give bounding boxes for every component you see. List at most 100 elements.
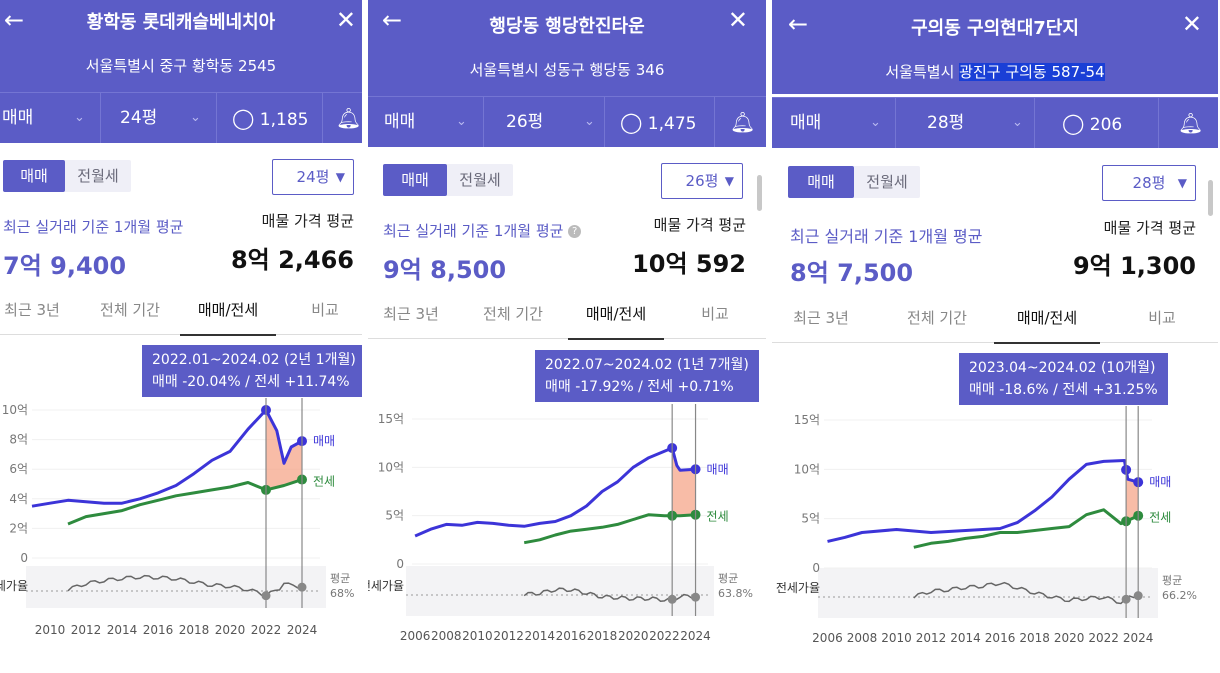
comment-icon: ◯	[232, 106, 255, 130]
trade-type-select[interactable]: 매매 ⌄	[790, 98, 890, 148]
divider	[100, 93, 101, 143]
ratio-avg-value: 66.2%	[1162, 589, 1197, 602]
chevron-down-icon: ⌄	[870, 115, 881, 130]
trade-type-select[interactable]: 매매 ⌄	[2, 93, 97, 143]
divider	[1158, 98, 1159, 148]
jeonse-series-label: 전세	[313, 475, 335, 489]
area-dropdown[interactable]: 28평 ▼	[1102, 165, 1196, 201]
y-tick-label: 10억	[2, 403, 28, 417]
recent-label: 최근 실거래 기준 1개월 평균 ?	[383, 220, 582, 241]
tab-sale-rent[interactable]: 매매/전세	[568, 298, 664, 340]
scrollbar[interactable]	[1208, 180, 1213, 216]
tab-recent-3y[interactable]: 최근 3년	[383, 305, 439, 323]
jeonse-ratio-line	[523, 587, 696, 602]
trade-segment: 매매 전월세	[788, 166, 920, 198]
close-icon[interactable]: ✕	[335, 6, 356, 34]
area-select[interactable]: 28평 ⌄	[927, 98, 1027, 148]
area-select[interactable]: 26평 ⌄	[506, 97, 601, 147]
tab-compare[interactable]: 비교	[1148, 309, 1176, 327]
area-select[interactable]: 24평 ⌄	[120, 93, 215, 143]
comment-count: 1,185	[259, 110, 309, 130]
divider	[322, 93, 323, 143]
x-tick-label: 2012	[493, 629, 524, 643]
jeonse-price-line	[913, 508, 1139, 549]
x-tick-label: 2010	[462, 629, 493, 643]
area-dropdown-label: 28평	[1132, 174, 1166, 192]
tab-compare[interactable]: 비교	[311, 301, 339, 319]
ratio-band-bg	[406, 566, 714, 616]
address: 서울특별시 중구 황학동 2545	[0, 55, 362, 76]
ratio-point	[297, 582, 307, 592]
segment-rent[interactable]: 전월세	[459, 171, 501, 189]
segment-rent[interactable]: 전월세	[77, 167, 119, 185]
area-dropdown[interactable]: 26평 ▼	[661, 163, 743, 199]
ratio-point	[667, 594, 677, 604]
ratio-label: 전세가율	[368, 579, 404, 593]
segment-sale[interactable]: 매매	[383, 164, 447, 196]
jeonse-series-label: 전세	[707, 510, 729, 524]
ratio-label: 전세가율	[776, 581, 820, 595]
x-tick-label: 2022	[1088, 631, 1119, 645]
tab-compare[interactable]: 비교	[701, 305, 729, 323]
period-tooltip: 2022.01~2024.02 (2년 1개월) 매매 -20.04% / 전세…	[142, 345, 362, 397]
bell-icon[interactable]: 🔔︎	[730, 110, 756, 134]
tab-all-period[interactable]: 전체 기간	[483, 305, 543, 323]
tab-sale-rent[interactable]: 매매/전세	[994, 302, 1100, 344]
x-tick-label: 2018	[1019, 631, 1050, 645]
comments-button[interactable]: ◯ 206	[1062, 98, 1152, 148]
tab-sale-rent[interactable]: 매매/전세	[180, 294, 276, 336]
area-dropdown[interactable]: 24평 ▼	[272, 159, 354, 195]
ratio-point	[691, 592, 701, 602]
comment-icon: ◯	[620, 110, 643, 134]
x-tick-label: 2016	[556, 629, 587, 643]
sale-price-line	[414, 446, 696, 538]
sale-price-line	[31, 408, 303, 508]
apartment-title: 황학동 롯데캐슬베네치아	[86, 12, 276, 33]
segment-sale[interactable]: 매매	[788, 166, 854, 198]
segment-rent[interactable]: 전월세	[866, 173, 908, 191]
back-arrow-icon[interactable]: ←	[4, 6, 25, 34]
close-icon[interactable]: ✕	[727, 6, 748, 34]
chart-tabs: 최근 3년 전체 기간 매매/전세 비교	[772, 302, 1218, 344]
bell-icon[interactable]: 🔔︎	[1178, 111, 1204, 135]
chevron-down-icon: ⌄	[74, 110, 85, 125]
comments-button[interactable]: ◯ 1,475	[620, 97, 710, 147]
back-arrow-icon[interactable]: ←	[788, 10, 809, 38]
comment-count: 206	[1089, 115, 1123, 135]
x-tick-label: 2018	[179, 623, 210, 637]
tooltip-change: 매매 -20.04% / 전세 +11.74%	[152, 374, 350, 390]
area-dropdown-label: 24평	[296, 168, 330, 186]
chevron-down-icon: ⌄	[1012, 115, 1023, 130]
panel-header: ← 구의동 구의현대7단지 ✕ 서울특별시 광진구 구의동 587-54	[772, 0, 1218, 94]
caret-down-icon: ▼	[335, 170, 345, 184]
price-chart[interactable]: 0 2억 4억 6억 8억 10억 2010 2012 2014 2016 2018 2020 2022…	[0, 398, 362, 658]
scrollbar[interactable]	[757, 175, 762, 211]
address-text: 서울특별시 중구 황학동 2545	[85, 57, 277, 75]
bell-icon[interactable]: 🔔︎	[336, 106, 362, 130]
comments-button[interactable]: ◯ 1,185	[232, 93, 322, 143]
tab-recent-3y[interactable]: 최근 3년	[4, 301, 60, 319]
area-label: 26평	[506, 112, 544, 132]
y-tick-label: 8억	[9, 433, 28, 447]
address-text: 서울특별시 성동구 행당동 346	[469, 61, 665, 79]
chart-tabs: 최근 3년 전체 기간 매매/전세 비교	[0, 294, 362, 336]
area-label: 28평	[927, 113, 965, 133]
segment-sale[interactable]: 매매	[3, 160, 65, 192]
tab-recent-3y[interactable]: 최근 3년	[793, 309, 849, 327]
trade-type-label: 매매	[790, 113, 822, 133]
trade-type-select[interactable]: 매매 ⌄	[384, 97, 479, 147]
ratio-point	[261, 591, 271, 601]
help-icon[interactable]: ?	[568, 225, 582, 238]
tooltip-period: 2023.04~2024.02 (10개월)	[969, 360, 1156, 376]
tab-all-period[interactable]: 전체 기간	[100, 301, 160, 319]
tooltip-change: 매매 -18.6% / 전세 +31.25%	[969, 382, 1158, 398]
back-arrow-icon[interactable]: ←	[382, 6, 403, 34]
tab-all-period[interactable]: 전체 기간	[907, 309, 967, 327]
x-tick-label: 2024	[680, 629, 711, 643]
ratio-band-bg	[26, 566, 326, 608]
close-icon[interactable]: ✕	[1181, 10, 1202, 38]
x-tick-label: 2022	[251, 623, 282, 637]
y-tick-label: 10억	[794, 462, 820, 476]
